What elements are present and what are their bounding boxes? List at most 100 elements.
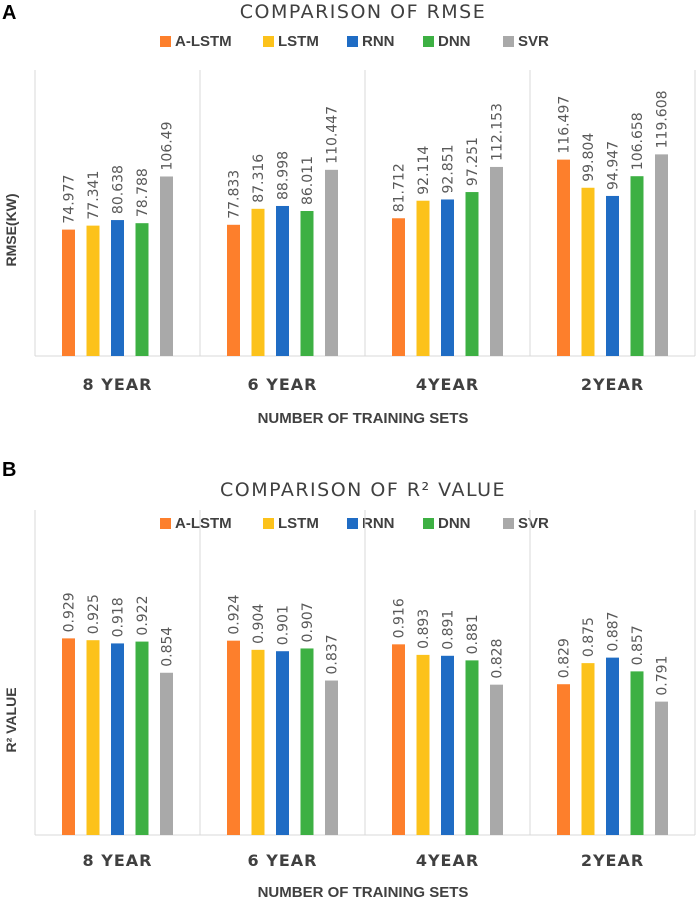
legend-label-lstm: LSTM: [278, 515, 319, 532]
value-label-rmse-rnn: 92.851: [441, 144, 457, 193]
legend-swatch-dnn: [423, 518, 434, 529]
bar-r2-dnn-8year: [135, 641, 149, 835]
legend-label-svr: SVR: [518, 33, 549, 50]
value-label-r2-dnn: 0.922: [135, 595, 151, 635]
panel-b-value-labels: 0.929 0.925 0.918 0.922 0.854 0.924 0.904 0.901…: [62, 592, 671, 695]
value-label-r2-svr: 0.791: [655, 656, 671, 696]
legend-label-svr: SVR: [518, 515, 549, 532]
value-label-rmse-lstm: 77.341: [86, 171, 102, 220]
bar-rmse-lstm-6year: [251, 208, 265, 356]
legend-swatch-svr: [503, 36, 514, 47]
value-label-r2-rnn: 0.887: [606, 612, 622, 652]
bar-rmse-dnn-4year: [465, 192, 479, 356]
bar-rmse-rnn-4year: [441, 199, 454, 356]
panel-a-category-labels: 8 YEAR 6 YEAR 4YEAR 2YEAR: [83, 375, 644, 394]
category-label: 8 YEAR: [83, 851, 153, 870]
legend-swatch-lstm: [263, 36, 274, 47]
legend-label-lstm: LSTM: [278, 33, 319, 50]
bar-rmse-a-lstm-8year: [62, 229, 75, 356]
category-label: 2YEAR: [581, 375, 644, 394]
category-label: 6 YEAR: [248, 375, 318, 394]
bar-rmse-a-lstm-6year: [227, 224, 240, 356]
legend-swatch-rnn: [347, 36, 358, 47]
bar-r2-rnn-4year: [441, 655, 454, 835]
panel-b-category-dividers: [34, 510, 696, 835]
value-label-r2-svr: 0.854: [160, 627, 176, 667]
bar-rmse-rnn-2year: [606, 195, 619, 356]
legend-swatch-a-lstm: [160, 36, 171, 47]
value-label-r2-a-lstm: 0.829: [557, 638, 573, 678]
value-label-rmse-a-lstm: 116.497: [557, 96, 573, 154]
bar-rmse-lstm-2year: [581, 187, 595, 356]
category-label: 4YEAR: [416, 851, 479, 870]
value-label-rmse-a-lstm: 81.712: [392, 163, 408, 212]
bar-rmse-svr-8year: [160, 176, 173, 356]
value-label-r2-rnn: 0.918: [111, 597, 127, 637]
bar-rmse-svr-4year: [490, 166, 503, 356]
bar-rmse-svr-6year: [325, 169, 338, 356]
bar-r2-lstm-4year: [416, 654, 430, 835]
bar-r2-rnn-6year: [276, 651, 289, 835]
category-label: 4YEAR: [416, 375, 479, 394]
panel-a-legend: A-LSTM LSTM RNN DNN SVR: [160, 33, 549, 50]
panel-b-category-labels: 8 YEAR 6 YEAR 4YEAR 2YEAR: [83, 851, 644, 870]
bar-r2-svr-6year: [325, 680, 338, 835]
bar-r2-lstm-6year: [251, 649, 265, 835]
bar-rmse-lstm-4year: [416, 200, 430, 356]
panel-b-title: COMPARISON OF R² VALUE: [220, 479, 506, 501]
panel-a-y-axis-label: RMSE(KW): [3, 193, 19, 266]
panel-b-letter: B: [2, 459, 16, 481]
value-label-r2-lstm: 0.893: [416, 609, 432, 649]
panel-a-chart: A COMPARISON OF RMSE A-LSTM LSTM RNN DNN SVR…: [2, 1, 696, 427]
value-label-rmse-rnn: 94.947: [606, 141, 622, 190]
value-label-r2-dnn: 0.881: [465, 614, 481, 654]
category-label: 2YEAR: [581, 851, 644, 870]
panel-a-value-labels: 74.977 77.341 80.638 78.788 106.49 77.833 87.3…: [62, 90, 671, 223]
legend-swatch-svr: [503, 518, 514, 529]
bar-rmse-a-lstm-4year: [392, 218, 405, 356]
value-label-rmse-dnn: 97.251: [465, 137, 481, 186]
legend-label-a-lstm: A-LSTM: [175, 33, 232, 50]
value-label-r2-lstm: 0.904: [251, 604, 267, 644]
bar-r2-svr-2year: [655, 701, 668, 835]
value-label-rmse-lstm: 87.316: [251, 154, 267, 203]
panel-b-bars: [62, 638, 668, 835]
bar-rmse-svr-2year: [655, 154, 668, 356]
category-label: 6 YEAR: [248, 851, 318, 870]
value-label-r2-svr: 0.828: [490, 639, 506, 679]
value-label-r2-a-lstm: 0.916: [392, 598, 408, 638]
bar-r2-lstm-8year: [86, 640, 100, 835]
value-label-rmse-svr: 110.447: [325, 106, 341, 164]
value-label-r2-a-lstm: 0.929: [62, 592, 78, 632]
panel-b-y-axis-label: R² VALUE: [3, 687, 19, 752]
bar-r2-a-lstm-2year: [557, 684, 570, 835]
legend-swatch-rnn: [347, 518, 358, 529]
category-label: 8 YEAR: [83, 375, 153, 394]
panel-a-bars: [62, 154, 668, 356]
legend-label-rnn: RNN: [362, 515, 395, 532]
value-label-rmse-svr: 106.49: [160, 121, 176, 170]
bar-r2-rnn-8year: [111, 643, 124, 835]
legend-label-dnn: DNN: [438, 33, 471, 50]
bar-rmse-dnn-6year: [300, 211, 314, 356]
panel-a-title: COMPARISON OF RMSE: [240, 1, 487, 23]
bar-rmse-rnn-6year: [276, 205, 289, 356]
panel-b-chart: B COMPARISON OF R² VALUE A-LSTM LSTM RNN DN…: [2, 459, 696, 901]
bar-r2-dnn-4year: [465, 660, 479, 835]
bar-rmse-rnn-8year: [111, 220, 124, 356]
bar-rmse-a-lstm-2year: [557, 159, 570, 356]
bar-r2-rnn-2year: [606, 657, 619, 835]
value-label-rmse-rnn: 88.998: [276, 151, 292, 200]
panel-a-letter: A: [2, 2, 16, 24]
value-label-r2-svr: 0.837: [325, 634, 341, 674]
bar-r2-a-lstm-8year: [62, 638, 75, 835]
legend-swatch-dnn: [423, 36, 434, 47]
value-label-rmse-svr: 112.153: [490, 103, 506, 161]
legend-label-a-lstm: A-LSTM: [175, 515, 232, 532]
bar-r2-a-lstm-4year: [392, 644, 405, 835]
value-label-rmse-dnn: 106.658: [630, 112, 646, 170]
bar-r2-lstm-2year: [581, 663, 595, 835]
bar-r2-dnn-6year: [300, 648, 314, 835]
legend-label-dnn: DNN: [438, 515, 471, 532]
